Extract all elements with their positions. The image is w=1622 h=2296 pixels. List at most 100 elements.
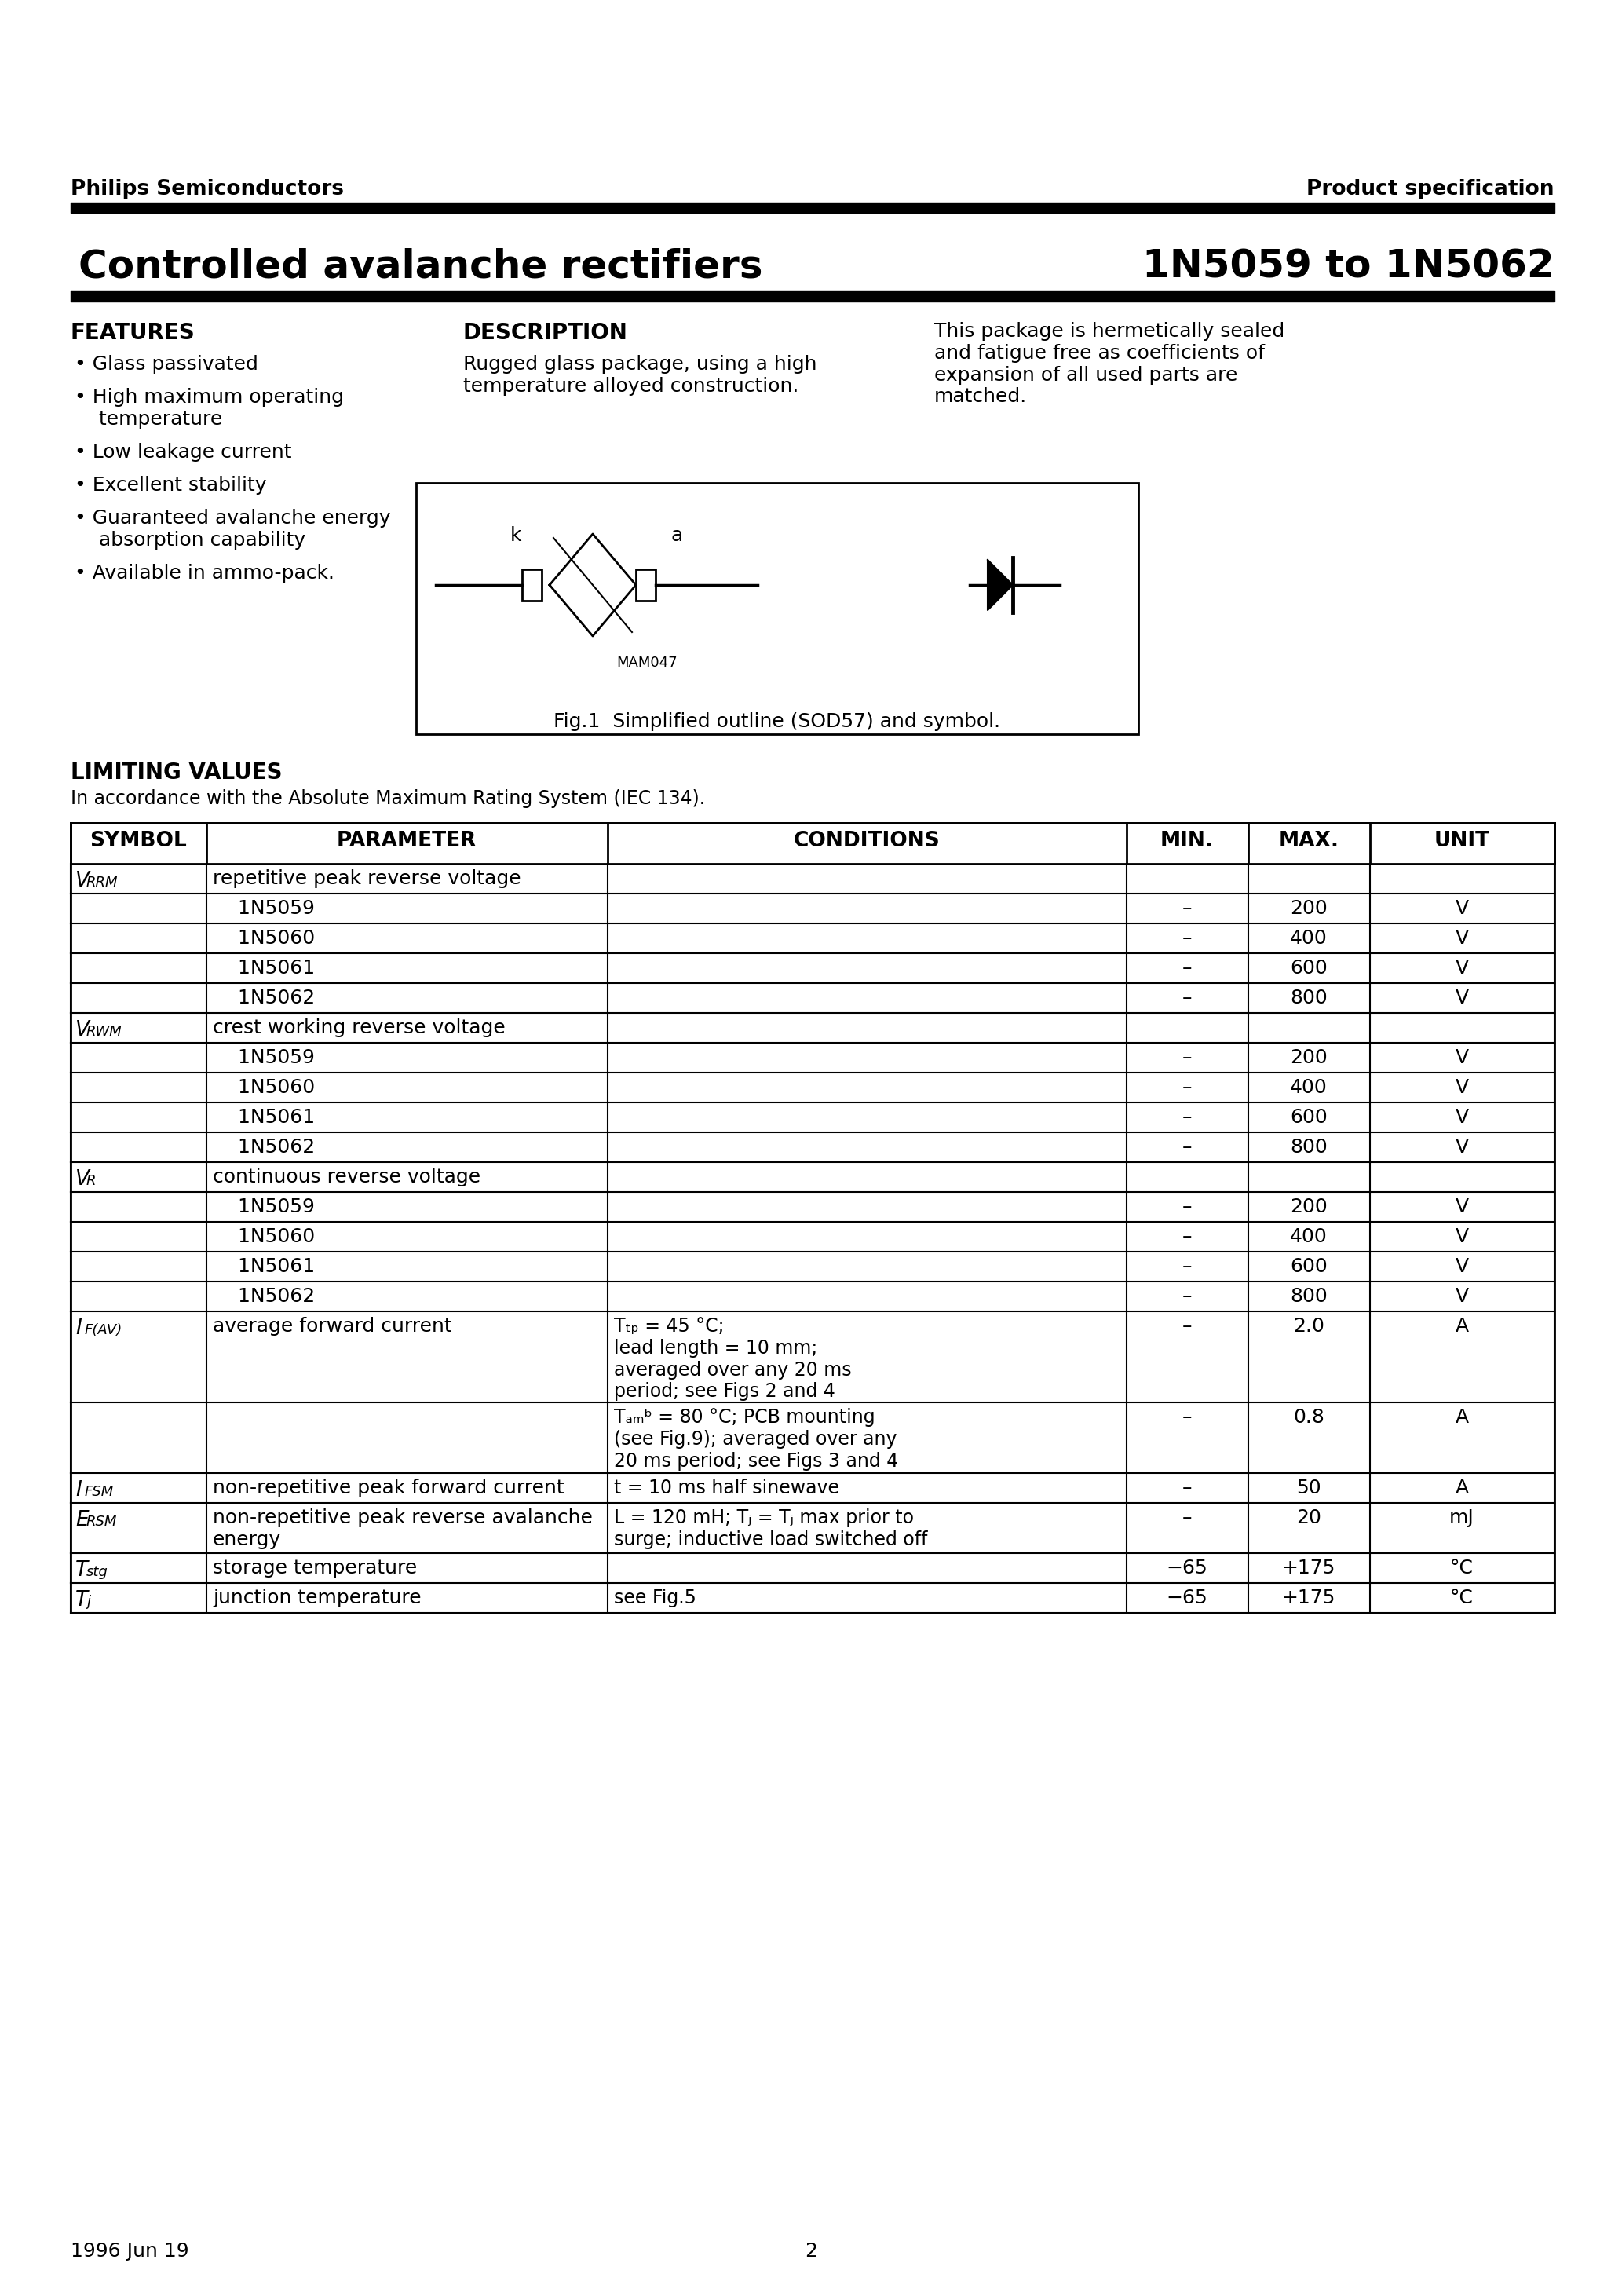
Text: I: I: [75, 1481, 81, 1502]
Text: 600: 600: [1289, 960, 1327, 978]
Text: j: j: [86, 1596, 91, 1609]
Text: 200: 200: [1289, 1199, 1327, 1217]
Text: 50: 50: [1296, 1479, 1322, 1497]
Text: DESCRIPTION: DESCRIPTION: [464, 321, 628, 344]
Bar: [522, 569, 542, 602]
Text: 400: 400: [1289, 930, 1327, 948]
Text: T: T: [75, 1561, 88, 1580]
Text: Tₜₚ = 45 °C;
lead length = 10 mm;
averaged over any 20 ms
period; see Figs 2 and: Tₜₚ = 45 °C; lead length = 10 mm; averag…: [615, 1318, 852, 1401]
Text: Rugged glass package, using a high
temperature alloyed construction.: Rugged glass package, using a high tempe…: [464, 356, 817, 395]
Text: MAX.: MAX.: [1278, 831, 1340, 852]
Text: absorption capability: absorption capability: [86, 530, 305, 549]
Text: 800: 800: [1289, 990, 1327, 1008]
Text: RRM: RRM: [86, 875, 118, 889]
Text: R: R: [86, 1173, 96, 1187]
Bar: [636, 569, 655, 602]
Text: 200: 200: [1289, 900, 1327, 918]
Text: V: V: [1455, 1109, 1468, 1127]
Text: A: A: [1455, 1318, 1468, 1336]
Text: non-repetitive peak reverse avalanche
energy: non-repetitive peak reverse avalanche en…: [212, 1508, 592, 1550]
Text: PARAMETER: PARAMETER: [337, 831, 477, 852]
Text: 2: 2: [805, 2241, 817, 2262]
Text: F(AV): F(AV): [84, 1322, 123, 1336]
Text: 1N5061: 1N5061: [212, 960, 315, 978]
Text: V: V: [75, 1169, 89, 1189]
Text: LIMITING VALUES: LIMITING VALUES: [71, 762, 282, 783]
Text: –: –: [1182, 1139, 1192, 1157]
Text: repetitive peak reverse voltage: repetitive peak reverse voltage: [212, 870, 521, 889]
Text: V: V: [1455, 930, 1468, 948]
Text: 1996 Jun 19: 1996 Jun 19: [71, 2241, 188, 2262]
Text: –: –: [1182, 900, 1192, 918]
Text: V: V: [1455, 1199, 1468, 1217]
Text: –: –: [1182, 1228, 1192, 1247]
Text: −65: −65: [1166, 1559, 1208, 1577]
Text: • High maximum operating: • High maximum operating: [75, 388, 344, 406]
Text: storage temperature: storage temperature: [212, 1559, 417, 1577]
Text: V: V: [1455, 1258, 1468, 1277]
Text: Fig.1  Simplified outline (SOD57) and symbol.: Fig.1 Simplified outline (SOD57) and sym…: [553, 712, 1001, 730]
Text: 1N5062: 1N5062: [212, 990, 315, 1008]
Text: average forward current: average forward current: [212, 1318, 453, 1336]
Text: CONDITIONS: CONDITIONS: [793, 831, 941, 852]
Text: V: V: [1455, 900, 1468, 918]
Text: 1N5062: 1N5062: [212, 1139, 315, 1157]
Text: 400: 400: [1289, 1079, 1327, 1097]
Bar: [417, 482, 1139, 735]
Text: 1N5060: 1N5060: [212, 930, 315, 948]
Text: –: –: [1182, 960, 1192, 978]
Text: –: –: [1182, 1049, 1192, 1068]
Text: mJ: mJ: [1450, 1508, 1474, 1527]
Text: 0.8: 0.8: [1293, 1407, 1325, 1426]
Text: junction temperature: junction temperature: [212, 1589, 422, 1607]
Text: MIN.: MIN.: [1160, 831, 1213, 852]
Text: –: –: [1182, 1199, 1192, 1217]
Text: • Low leakage current: • Low leakage current: [75, 443, 292, 461]
Text: continuous reverse voltage: continuous reverse voltage: [212, 1169, 480, 1187]
Text: –: –: [1182, 1508, 1192, 1527]
Text: A: A: [1455, 1407, 1468, 1426]
Text: –: –: [1182, 1407, 1192, 1426]
Text: –: –: [1182, 1288, 1192, 1306]
Text: °C: °C: [1450, 1559, 1473, 1577]
Text: 600: 600: [1289, 1258, 1327, 1277]
Text: V: V: [1455, 990, 1468, 1008]
Text: 1N5059: 1N5059: [212, 900, 315, 918]
Text: T: T: [75, 1591, 88, 1609]
Text: –: –: [1182, 990, 1192, 1008]
Text: 1N5060: 1N5060: [212, 1228, 315, 1247]
Text: V: V: [1455, 1139, 1468, 1157]
Text: 20: 20: [1296, 1508, 1322, 1527]
Text: 800: 800: [1289, 1288, 1327, 1306]
Text: 1N5059: 1N5059: [212, 1199, 315, 1217]
Text: Controlled avalanche rectifiers: Controlled avalanche rectifiers: [78, 248, 762, 285]
Text: k: k: [511, 526, 522, 544]
Text: 1N5061: 1N5061: [212, 1109, 315, 1127]
Text: E: E: [75, 1511, 89, 1531]
Text: Tₐₘᵇ = 80 °C; PCB mounting
(see Fig.9); averaged over any
20 ms period; see Figs: Tₐₘᵇ = 80 °C; PCB mounting (see Fig.9); …: [615, 1407, 899, 1469]
Text: 400: 400: [1289, 1228, 1327, 1247]
Text: –: –: [1182, 1258, 1192, 1277]
Text: V: V: [1455, 1079, 1468, 1097]
Text: +175: +175: [1281, 1559, 1335, 1577]
Text: −65: −65: [1166, 1589, 1208, 1607]
Text: non-repetitive peak forward current: non-repetitive peak forward current: [212, 1479, 564, 1497]
Text: –: –: [1182, 1318, 1192, 1336]
Text: –: –: [1182, 1079, 1192, 1097]
Text: 1N5059 to 1N5062: 1N5059 to 1N5062: [1142, 248, 1554, 285]
Text: Philips Semiconductors: Philips Semiconductors: [71, 179, 344, 200]
Bar: [71, 202, 1554, 214]
Text: 1N5061: 1N5061: [212, 1258, 315, 1277]
Text: 2.0: 2.0: [1293, 1318, 1325, 1336]
Text: 1N5060: 1N5060: [212, 1079, 315, 1097]
Text: V: V: [75, 870, 89, 891]
Text: • Available in ammo-pack.: • Available in ammo-pack.: [75, 565, 334, 583]
Text: A: A: [1455, 1479, 1468, 1497]
Text: V: V: [75, 1019, 89, 1040]
Text: –: –: [1182, 1109, 1192, 1127]
Text: I: I: [75, 1318, 81, 1339]
Text: –: –: [1182, 1479, 1192, 1497]
Text: L = 120 mH; Tⱼ = Tⱼ max prior to
surge; inductive load switched off: L = 120 mH; Tⱼ = Tⱼ max prior to surge; …: [615, 1508, 928, 1550]
Text: V: V: [1455, 1228, 1468, 1247]
Text: 1N5059: 1N5059: [212, 1049, 315, 1068]
